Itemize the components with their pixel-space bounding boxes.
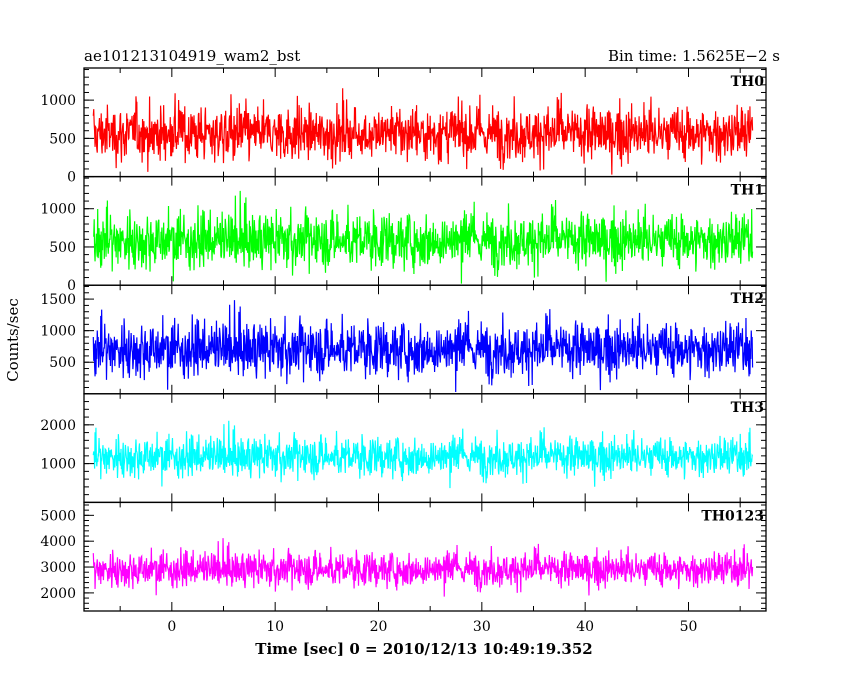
y-tick-label: 500 [49, 131, 76, 147]
x-tick-label: 20 [370, 619, 388, 635]
y-tick-label: 500 [49, 240, 76, 256]
series-line-th0123 [92, 538, 754, 597]
panel-th1: 0 500 1000 TH1 [40, 175, 767, 294]
y-tick-label: 1000 [40, 202, 76, 218]
y-tick-label: 1500 [40, 292, 76, 308]
panel-th2: 500 1000 1500 TH2 [40, 284, 767, 395]
chart-title-left: ae101213104919_wam2_bst [84, 47, 300, 65]
x-tick-label: 0 [167, 619, 176, 635]
x-tick-label: 10 [266, 619, 284, 635]
y-tick-label: 2000 [40, 418, 76, 434]
x-axis-label: Time [sec] 0 = 2010/12/13 10:49:19.352 [255, 640, 592, 658]
y-axis-label: Counts/sec [4, 298, 22, 382]
panel-label-th2: TH2 [731, 291, 764, 307]
panel-th0123: 2000 3000 4000 5000 TH0123 [40, 501, 767, 612]
y-tick-label: 5000 [40, 508, 76, 524]
series-line-th2 [92, 300, 754, 393]
series-line-th1 [92, 190, 754, 284]
y-tick-label: 500 [49, 355, 76, 371]
panel-label-th0123: TH0123 [701, 508, 764, 524]
y-tick-label: 0 [67, 278, 76, 294]
panel-label-th3: TH3 [731, 400, 764, 416]
panel-th3: 1000 2000 TH3 [40, 393, 767, 504]
x-tick-label: 50 [680, 619, 698, 635]
x-tick-label: 30 [473, 619, 491, 635]
y-tick-label: 2000 [40, 586, 76, 602]
y-tick-label: 0 [67, 170, 76, 186]
y-tick-label: 3000 [40, 560, 76, 576]
series-line-th3 [92, 420, 754, 489]
y-tick-label: 1000 [40, 457, 76, 473]
series-line-th0 [92, 88, 754, 175]
chart-title-right: Bin time: 1.5625E−2 s [608, 47, 780, 65]
panel-label-th0: TH0 [731, 74, 765, 90]
y-tick-label: 4000 [40, 534, 76, 550]
panel-label-th1: TH1 [731, 183, 764, 199]
panel-th0: 0 500 1000 TH0 [40, 67, 767, 186]
y-tick-label: 1000 [40, 324, 76, 340]
x-tick-label: 40 [576, 619, 594, 635]
y-tick-label: 1000 [40, 93, 76, 109]
